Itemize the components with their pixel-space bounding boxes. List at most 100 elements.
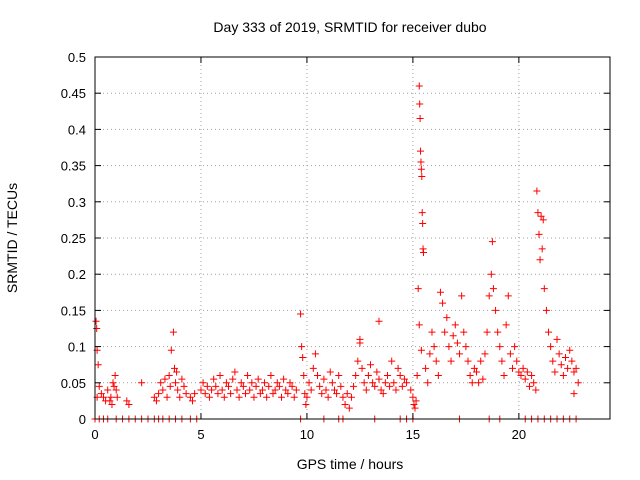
data-point (180, 382, 188, 390)
data-point (572, 364, 580, 372)
data-point (263, 393, 271, 401)
data-point (341, 401, 349, 409)
data-point (371, 382, 379, 390)
data-point (93, 325, 101, 332)
y-tick-label: 0.05 (61, 376, 86, 391)
x-tick-label: 5 (197, 427, 204, 442)
data-point (107, 393, 115, 401)
data-point (468, 379, 476, 387)
data-point (532, 386, 540, 394)
data-point (489, 285, 497, 293)
data-point (415, 82, 423, 90)
data-point (436, 288, 444, 296)
data-point (311, 350, 319, 358)
data-point (225, 382, 233, 390)
data-point (432, 357, 440, 365)
data-point (299, 353, 307, 361)
data-point (265, 382, 273, 390)
data-point (309, 364, 317, 372)
data-point (519, 364, 527, 372)
data-point (220, 393, 228, 401)
data-point (375, 375, 383, 383)
data-point (398, 382, 406, 390)
data-point (169, 328, 177, 336)
axis-ticks: 0 0.05 0.1 0.15 0.2 0.25 0.3 0.35 0.4 0.45 0.5 0 5 10… (61, 50, 610, 442)
data-point (278, 393, 286, 401)
data-point (229, 375, 237, 383)
data-point (248, 379, 256, 387)
data-point (218, 386, 226, 394)
data-point (488, 238, 496, 246)
y-tick-label: 0.15 (61, 303, 86, 318)
data-point (502, 321, 510, 329)
data-point (451, 321, 459, 329)
data-point (417, 147, 425, 155)
data-points (91, 82, 582, 423)
data-point (125, 401, 133, 409)
data-point (574, 379, 582, 387)
data-point (203, 382, 211, 390)
data-point (254, 375, 262, 383)
x-tick-label: 0 (91, 427, 98, 442)
data-point (417, 158, 425, 166)
data-point (297, 310, 305, 318)
data-point (113, 393, 121, 401)
y-axis-label: SRMTID / TECUs (4, 183, 20, 293)
data-point (388, 357, 396, 365)
data-point (330, 386, 338, 394)
data-point (94, 361, 102, 369)
data-point (280, 375, 288, 383)
data-point (109, 379, 117, 387)
data-point (205, 393, 213, 401)
data-point (337, 382, 345, 390)
data-point (443, 314, 451, 322)
data-point (222, 379, 230, 387)
data-point (182, 390, 190, 398)
data-point (487, 270, 495, 278)
data-point (511, 343, 519, 351)
data-point (445, 343, 453, 351)
data-point (152, 397, 160, 405)
data-point (197, 386, 205, 394)
data-point (570, 390, 578, 398)
data-point (258, 386, 266, 394)
data-point (256, 390, 264, 398)
data-point (417, 165, 425, 173)
x-axis-label: GPS time / hours (297, 456, 404, 472)
y-tick-label: 0.3 (68, 195, 86, 210)
data-point (239, 382, 247, 390)
x-tick-label: 15 (406, 427, 420, 442)
data-point (173, 368, 181, 376)
data-point (282, 386, 290, 394)
y-tick-label: 0.2 (68, 267, 86, 282)
data-point (483, 328, 491, 336)
data-point (403, 379, 411, 387)
data-point (428, 328, 436, 336)
data-point (434, 372, 442, 380)
data-point (159, 386, 167, 394)
data-point (347, 393, 355, 401)
data-point (163, 393, 171, 401)
data-point (412, 397, 420, 405)
data-point (314, 372, 322, 380)
data-point (477, 357, 485, 365)
data-point (470, 364, 478, 372)
data-point (292, 386, 300, 394)
y-tick-label: 0.45 (61, 86, 86, 101)
data-point (521, 375, 529, 383)
data-point (244, 372, 252, 380)
data-point (373, 368, 381, 376)
data-point (472, 368, 480, 376)
data-point (537, 212, 545, 220)
x-tick-label: 10 (300, 427, 314, 442)
data-point (335, 372, 343, 380)
data-point (485, 292, 493, 300)
data-point (390, 379, 398, 387)
data-point (246, 386, 254, 394)
data-point (415, 321, 423, 329)
data-point (199, 379, 207, 387)
data-point (269, 390, 277, 398)
data-point (559, 372, 567, 380)
data-point (515, 368, 523, 376)
data-point (176, 393, 184, 401)
